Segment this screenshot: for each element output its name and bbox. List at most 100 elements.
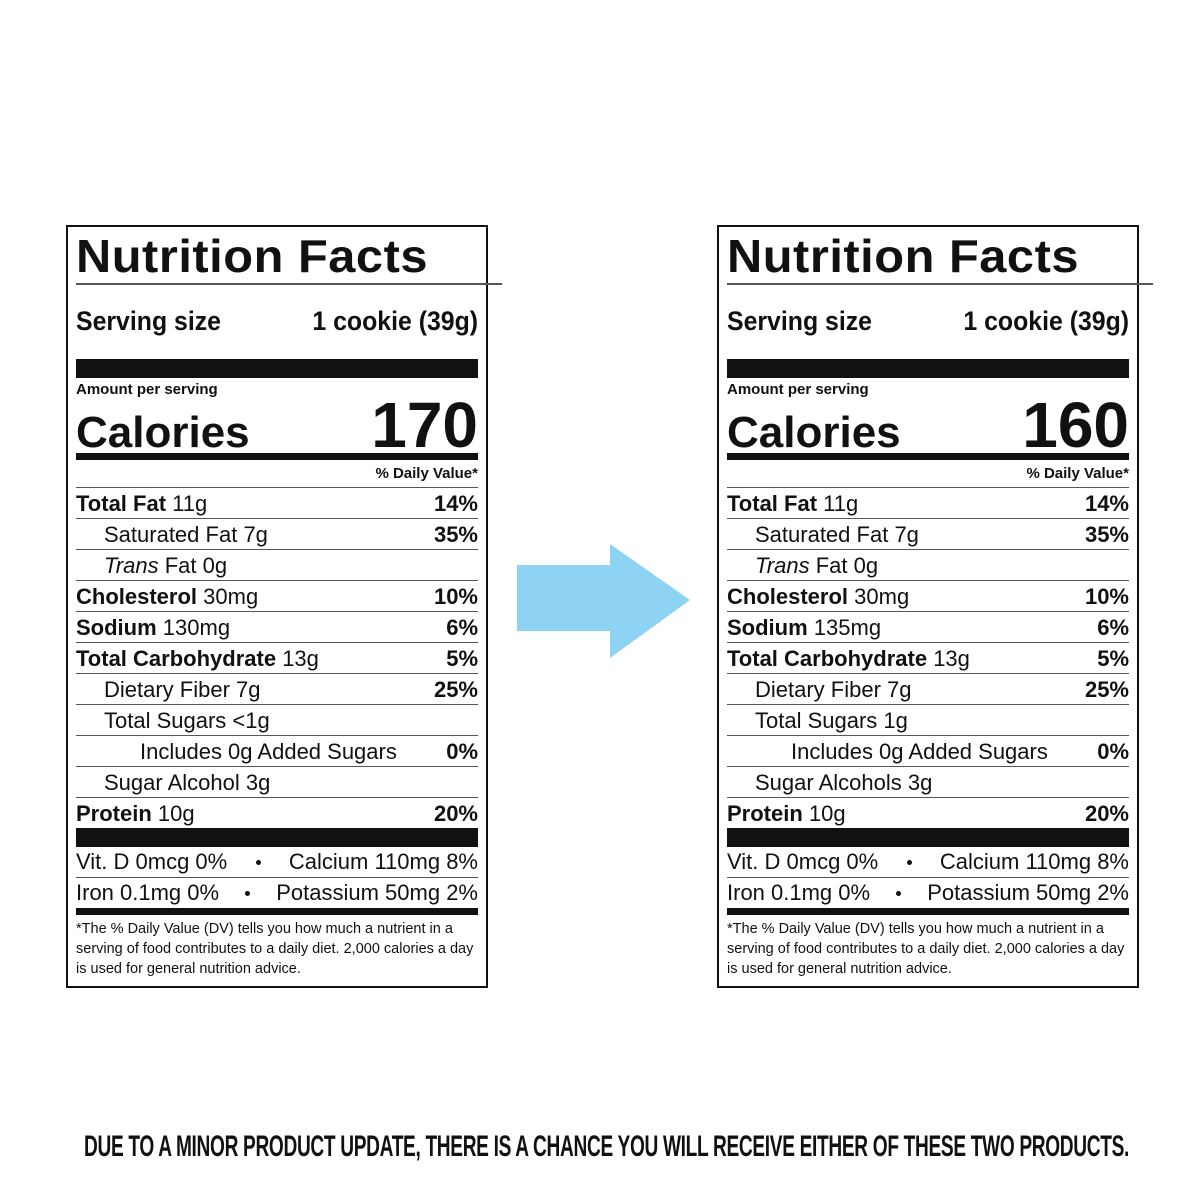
nutrient-name: Total Sugars [755,708,878,733]
nutrient-row: Total Carbohydrate 13g 5% [727,643,1129,674]
amount-per-serving: Amount per serving [727,381,869,398]
arrow [517,544,690,658]
nutrient: Total Carbohydrate 13g [76,643,319,673]
nutrient-dv: 20% [433,801,478,826]
nutrient-name: Cholesterol [727,584,849,609]
nutrient-row: Includes 0g Added Sugars 0% [76,736,478,767]
vitamin: Calcium 110mg 8% [288,849,478,874]
vitamin: Potassium 50mg 2% [927,880,1129,905]
nutrient-row: Total Fat 11g 14% [76,488,478,519]
bullet [896,890,902,896]
nutrient-name: Total Fat [76,491,167,516]
nutrient-amount: Fat 0g [164,553,228,578]
label-body: Nutrition Facts Serving size 1 cookie (39g… [727,227,1154,979]
nutrient-amount: Fat 0g [815,553,879,578]
nutrient-row: Total Fat 11g 14% [727,488,1129,519]
nutrient-row: Protein 10g 20% [76,798,478,828]
nutrient-dv: 5% [446,646,478,671]
label-body: Nutrition Facts Serving size 1 cookie (39g… [76,227,503,979]
vitamin: Calcium 110mg 8% [939,849,1129,874]
footer-notice: DUE TO A MINOR PRODUCT UPDATE, THERE IS … [84,1130,1129,1163]
serving-value: 1 cookie (39g) [963,306,1129,336]
nutrient-row: Total Sugars <1g [76,705,478,736]
nutrient-name: Includes 0g Added Sugars [140,739,397,764]
nutrient-name: Dietary Fiber [755,677,881,702]
nutrient-row: Saturated Fat 7g 35% [727,519,1129,550]
nutrient: Dietary Fiber 7g [76,674,261,704]
vitamin-row: Iron 0.1mg 0% Potassium 50mg 2% [727,878,1129,908]
vitamin-row: Vit. D 0mcg 0% Calcium 110mg 8% [76,847,478,878]
nutrient-amount: <1g [232,708,270,733]
amount-per-serving: Amount per serving [76,381,218,398]
nutrient: Total Fat 11g [727,488,858,518]
serving-size: Serving size 1 cookie (39g) [76,285,478,359]
nutrient-row: Sugar Alcohol 3g [76,767,478,798]
nutrient-amount: 10g [157,801,195,826]
nutrient: Sugar Alcohol 3g [76,767,270,797]
nutrient-dv: 25% [1084,677,1129,702]
bullet [245,890,251,896]
vitamin: Potassium 50mg 2% [276,880,478,905]
nutrient-name: Sugar Alcohol [104,770,240,795]
nutrient-amount: 13g [282,646,319,671]
vitamin-row: Vit. D 0mcg 0% Calcium 110mg 8% [727,847,1129,878]
nutrient-name: Total Carbohydrate [76,646,277,671]
vitamin-row: Iron 0.1mg 0% Potassium 50mg 2% [76,878,478,908]
nutrient: Saturated Fat 7g [76,519,268,549]
divider [76,359,478,378]
nutrient-name: Sugar Alcohols [755,770,902,795]
daily-value-header: % Daily Value* [727,460,1129,488]
bullet [255,859,261,865]
nutrient: Sodium 130mg [76,612,230,642]
nutrient-name: Total Carbohydrate [727,646,928,671]
label-title: Nutrition Facts [76,227,503,285]
nutrient-name: Includes 0g Added Sugars [791,739,1048,764]
nutrient-dv: 25% [433,677,478,702]
label-title: Nutrition Facts [727,227,1154,285]
nutrient-dv: 35% [433,522,478,547]
nutrient-row: Saturated Fat 7g 35% [76,519,478,550]
nutrient-row: Dietary Fiber 7g 25% [727,674,1129,705]
nutrient: Trans Fat 0g [76,550,227,580]
vitamin: Vit. D 0mcg 0% [727,849,879,874]
nutrient-amount: 13g [933,646,970,671]
footnote: *The % Daily Value (DV) tells you how mu… [76,921,474,977]
nutrient-dv: 5% [1097,646,1129,671]
nutrient-row: Cholesterol 30mg 10% [727,581,1129,612]
divider [76,908,478,915]
nutrient-name: Sodium [76,615,157,640]
nutrient: Includes 0g Added Sugars [76,736,397,766]
nutrient: Total Fat 11g [76,488,207,518]
nutrient-dv: 10% [433,584,478,609]
nutrient-row: Protein 10g 20% [727,798,1129,828]
nutrient-name: Dietary Fiber [104,677,230,702]
nutrient-row: Sugar Alcohols 3g [727,767,1129,798]
nutrient-amount: 7g [894,522,919,547]
nutrient: Total Sugars 1g [727,705,908,735]
nutrient: Total Sugars <1g [76,705,270,735]
nutrient-dv: 6% [1097,615,1129,640]
nutrient-dv: 14% [1084,491,1129,516]
calories-label: Calories [727,408,901,457]
nutrient-dv: 6% [446,615,478,640]
nutrient-amount: 11g [172,491,208,516]
serving-size: Serving size 1 cookie (39g) [727,285,1129,359]
nutrient-dv: 20% [1084,801,1129,826]
nutrition-label: Nutrition Facts Serving size 1 cookie (39g… [66,225,503,988]
divider [727,359,1129,378]
nutrient: Protein 10g [727,798,846,828]
nutrient-name: Sodium [727,615,808,640]
nutrient-row: Sodium 135mg 6% [727,612,1129,643]
nutrient-dv: 0% [446,739,478,764]
nutrient-amount: 1g [883,708,908,733]
nutrient-dv: 14% [433,491,478,516]
divider [727,828,1129,847]
nutrient-name: Protein [76,801,152,826]
calories-value: 170 [371,389,478,461]
nutrient-dv: 0% [1097,739,1129,764]
nutrient-name: Saturated Fat [755,522,889,547]
serving-value: 1 cookie (39g) [312,306,478,336]
calories-label: Calories [76,408,250,457]
nutrient-amount: 10g [808,801,846,826]
